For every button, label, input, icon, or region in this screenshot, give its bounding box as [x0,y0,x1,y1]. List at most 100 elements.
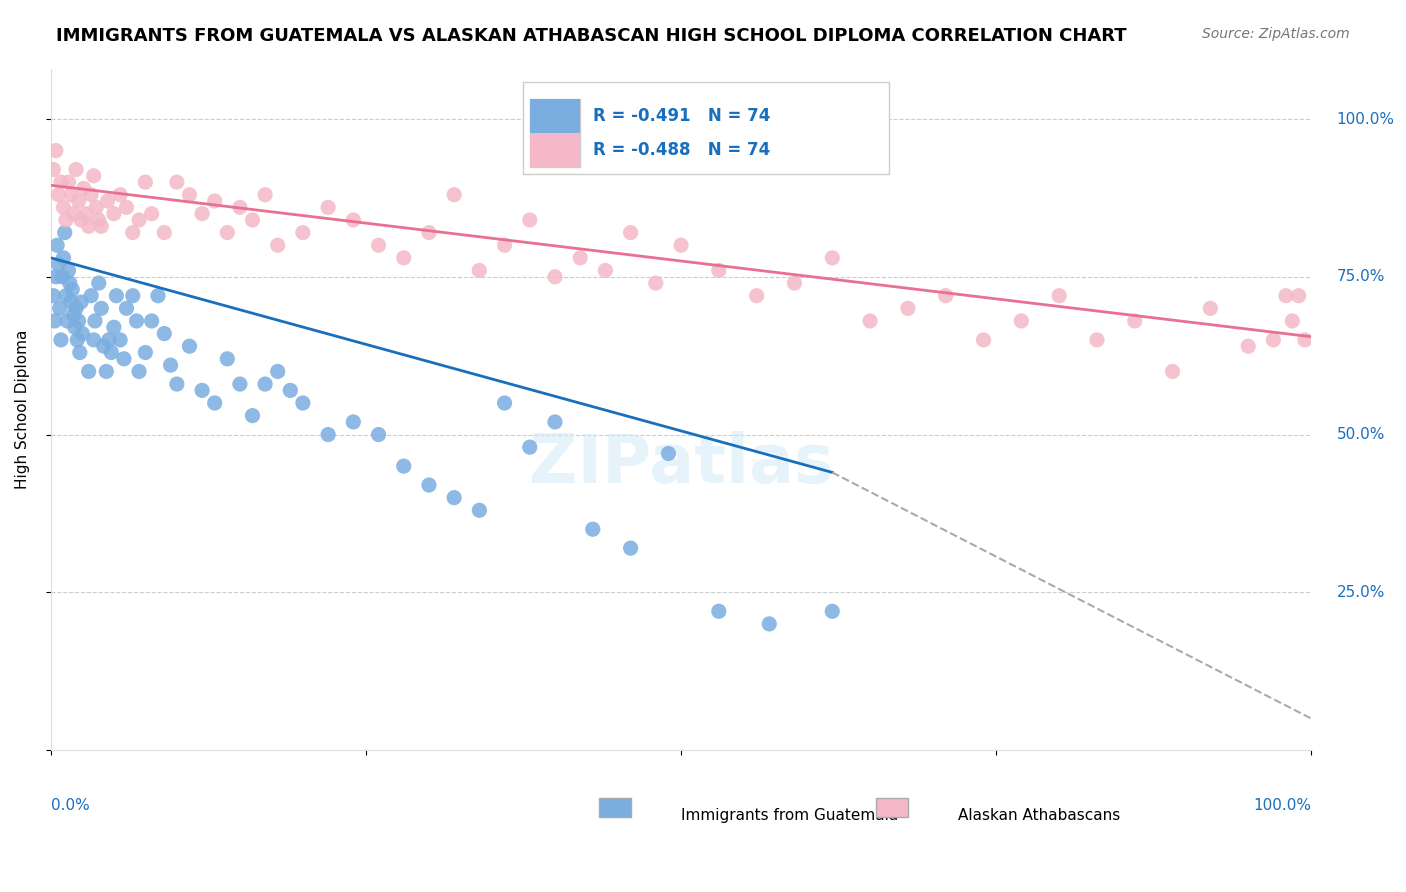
Point [316,427,339,442]
Point [44,314,66,328]
Text: R = -0.488   N = 74: R = -0.488 N = 74 [593,141,770,160]
Point [217,351,239,366]
Point [141,207,163,221]
Point [96,364,118,378]
Text: ZIPatlas: ZIPatlas [529,431,834,497]
Point [62,207,84,221]
Point [121,226,143,240]
Point [544,269,567,284]
Point [242,213,264,227]
Point [1288,289,1310,303]
Point [267,238,290,252]
Point [49,333,72,347]
Point [443,491,465,505]
Point [112,351,135,366]
Point [65,162,87,177]
Point [166,175,188,189]
Text: Immigrants from Guatemala: Immigrants from Guatemala [681,808,898,823]
Point [87,276,110,290]
Point [121,289,143,303]
Point [70,295,93,310]
Point [45,269,67,284]
Point [1010,314,1032,328]
Point [620,226,643,240]
Point [42,162,65,177]
Point [1294,333,1316,347]
Point [254,377,277,392]
Point [72,181,94,195]
Text: 25.0%: 25.0% [1337,585,1385,599]
Point [1199,301,1222,316]
Point [90,219,112,234]
Point [103,207,125,221]
Point [46,238,69,252]
Point [48,301,70,316]
Point [53,226,76,240]
Text: 0.0%: 0.0% [51,797,90,813]
Point [90,301,112,316]
Text: IMMIGRANTS FROM GUATEMALA VS ALASKAN ATHABASCAN HIGH SCHOOL DIPLOMA CORRELATION : IMMIGRANTS FROM GUATEMALA VS ALASKAN ATH… [56,27,1126,45]
Point [83,169,105,183]
Point [115,200,138,214]
Point [97,333,120,347]
Point [70,213,93,227]
Point [1085,333,1108,347]
Point [141,314,163,328]
Text: Alaskan Athabascans: Alaskan Athabascans [959,808,1121,823]
Point [66,333,89,347]
Point [707,604,730,618]
Y-axis label: High School Diploma: High School Diploma [15,330,30,489]
Point [191,207,214,221]
Point [108,333,131,347]
Point [72,326,94,341]
Point [65,301,87,316]
Point [80,289,103,303]
Point [669,238,692,252]
Point [1263,333,1285,347]
Point [254,187,277,202]
Point [77,364,100,378]
Point [56,314,79,328]
Point [342,213,364,227]
Point [128,213,150,227]
Point [108,187,131,202]
Point [55,289,77,303]
Point [657,446,679,460]
Point [494,238,516,252]
Text: R = -0.491   N = 74: R = -0.491 N = 74 [593,107,770,125]
Point [58,175,80,189]
Point [77,219,100,234]
Point [859,314,882,328]
Point [418,478,440,492]
Point [103,320,125,334]
Point [60,282,83,296]
Point [128,364,150,378]
Point [84,314,107,328]
FancyBboxPatch shape [530,99,581,133]
Point [291,226,314,240]
Point [569,251,592,265]
Point [59,187,82,202]
FancyBboxPatch shape [530,133,581,168]
Point [52,251,75,265]
Point [595,263,617,277]
Point [468,503,491,517]
Point [242,409,264,423]
FancyBboxPatch shape [530,99,581,133]
Point [75,207,97,221]
Point [49,175,72,189]
Point [67,194,90,208]
Point [51,269,73,284]
Point [519,440,541,454]
Point [367,427,389,442]
Point [146,289,169,303]
Point [342,415,364,429]
Point [1161,364,1184,378]
Point [69,345,91,359]
Point [87,213,110,227]
Point [278,384,301,398]
Point [229,200,252,214]
Point [179,339,201,353]
Point [367,238,389,252]
Point [821,251,844,265]
